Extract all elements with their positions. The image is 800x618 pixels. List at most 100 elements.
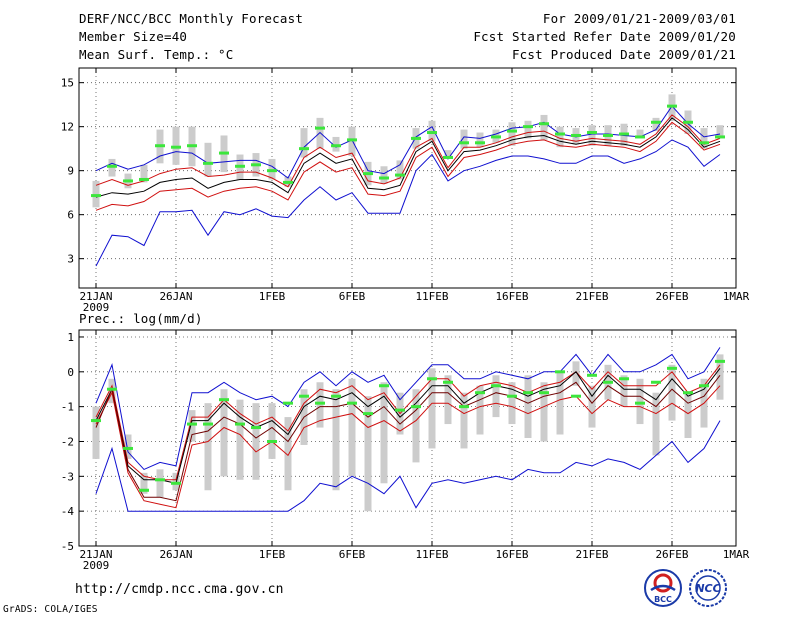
prec-ensemble-mean-mark <box>315 401 325 405</box>
temp-ensemble-mean-mark <box>267 169 277 173</box>
prec-x-tick-label: 26JAN <box>159 548 192 561</box>
prec-x-tick-label: 6FEB <box>339 548 366 561</box>
temp-series-line <box>95 139 721 267</box>
prec-ensemble-mean-mark <box>635 401 645 405</box>
prec-y-tick-label: -5 <box>61 540 74 553</box>
prec-ensemble-mean-mark <box>251 426 261 430</box>
temp-spread-box <box>140 164 148 183</box>
prec-series-line <box>95 420 721 512</box>
prec-ensemble-mean-mark <box>651 380 661 384</box>
prec-y-tick-label: 1 <box>67 331 74 344</box>
temp-x-tick-label: 11FEB <box>415 290 448 303</box>
bcc-logo-text: BCC <box>654 595 672 604</box>
temp-series-line <box>95 117 721 198</box>
prec-series-line <box>95 364 721 481</box>
temp-ensemble-mean-mark <box>667 104 677 108</box>
temp-ensemble-mean-mark <box>443 155 453 159</box>
temp-ensemble-mean-mark <box>331 144 341 148</box>
prec-ensemble-mean-mark <box>683 391 693 395</box>
temp-spread-box <box>700 128 708 149</box>
prec-ensemble-mean-mark <box>667 366 677 370</box>
prec-ensemble-mean-mark <box>427 377 437 381</box>
prec-spread-box <box>556 371 564 435</box>
prec-ensemble-mean-mark <box>155 478 165 482</box>
forecast-period-label: For 2009/01/21-2009/03/01 <box>542 11 736 26</box>
prec-ensemble-mean-mark <box>603 380 613 384</box>
temp-x-tick-label: 1FEB <box>259 290 286 303</box>
prec-spread-box <box>284 417 292 491</box>
temp-ensemble-mean-mark <box>235 164 245 168</box>
temp-ensemble-mean-mark <box>635 135 645 139</box>
temp-spread-box <box>652 117 660 132</box>
temp-spread-box <box>460 129 468 149</box>
prec-ensemble-mean-mark <box>203 422 213 426</box>
temp-y-tick-label: 9 <box>67 165 74 178</box>
prec-spread-box <box>620 375 628 407</box>
temp-ensemble-mean-mark <box>299 147 309 151</box>
prec-spread-box <box>348 378 356 477</box>
temp-x-tick-label: 6FEB <box>339 290 366 303</box>
precip-variable-label: Prec.: log(mm/d) <box>79 311 203 326</box>
prec-spread-box <box>540 382 548 442</box>
temp-y-tick-label: 12 <box>61 121 74 134</box>
temp-ensemble-mean-mark <box>539 122 549 126</box>
temp-ensemble-mean-mark <box>107 164 117 168</box>
temp-ensemble-mean-mark <box>619 132 629 136</box>
prec-series-line <box>95 347 721 471</box>
prec-x-tick-label: 26FEB <box>655 548 688 561</box>
prec-ensemble-mean-mark <box>539 391 549 395</box>
prec-ensemble-mean-mark <box>331 394 341 398</box>
produced-date-label: Fcst Produced Date 2009/01/21 <box>511 47 736 62</box>
temp-spread-box <box>636 129 644 139</box>
prec-x-tick-label: 11FEB <box>415 548 448 561</box>
prec-x-year-label: 2009 <box>83 559 110 572</box>
temp-ensemble-mean-mark <box>171 145 181 149</box>
prec-ensemble-mean-mark <box>507 394 517 398</box>
source-url[interactable]: http://cmdp.ncc.cma.gov.cn <box>75 582 284 597</box>
temp-spread-box <box>444 150 452 158</box>
temp-ensemble-mean-mark <box>587 131 597 135</box>
temp-ensemble-mean-mark <box>571 133 581 137</box>
temp-ensemble-mean-mark <box>187 144 197 148</box>
prec-spread-box <box>668 364 676 421</box>
prec-spread-box <box>428 368 436 449</box>
temp-ensemble-mean-mark <box>395 173 405 177</box>
prec-spread-box <box>220 389 228 477</box>
temp-ensemble-mean-mark <box>507 129 517 133</box>
prec-ensemble-mean-mark <box>523 391 533 395</box>
prec-ensemble-mean-mark <box>363 412 373 416</box>
prec-x-tick-label: 1FEB <box>259 548 286 561</box>
prec-spread-box <box>572 361 580 386</box>
prec-ensemble-mean-mark <box>347 401 357 405</box>
prec-plot-frame <box>78 329 737 547</box>
temp-x-tick-label: 26FEB <box>655 290 688 303</box>
prec-ensemble-mean-mark <box>91 419 101 423</box>
prec-spread-box <box>332 389 340 491</box>
prec-spread-box <box>412 389 420 463</box>
prec-ensemble-mean-mark <box>171 481 181 485</box>
prec-spread-box <box>92 406 100 459</box>
ncc-logo: NCC <box>686 568 730 608</box>
prec-spread-box <box>444 375 452 425</box>
temp-ensemble-mean-mark <box>379 176 389 180</box>
ncc-logo-text: NCC <box>695 582 720 595</box>
prec-spread-box <box>156 469 164 498</box>
prec-ensemble-mean-mark <box>555 370 565 374</box>
temp-spread-box <box>556 126 564 148</box>
prec-y-tick-label: 0 <box>67 366 74 379</box>
prec-ensemble-mean-mark <box>475 391 485 395</box>
prec-y-tick-label: -1 <box>61 401 74 414</box>
started-date-label: Fcst Started Refer Date 2009/01/20 <box>473 29 736 44</box>
prec-ensemble-mean-mark <box>571 394 581 398</box>
prec-spread-box <box>380 382 388 484</box>
prec-spread-box <box>236 399 244 480</box>
temp-series-line <box>95 121 721 211</box>
temp-ensemble-mean-mark <box>219 151 229 155</box>
temp-x-tick-label: 26JAN <box>159 290 192 303</box>
temp-ensemble-mean-mark <box>363 172 373 176</box>
temp-x-year-label: 2009 <box>83 301 110 314</box>
temp-spread-box <box>508 122 516 146</box>
prec-spread-box <box>652 392 660 456</box>
prec-y-tick-label: -4 <box>61 505 75 518</box>
prec-spread-box <box>492 375 500 418</box>
